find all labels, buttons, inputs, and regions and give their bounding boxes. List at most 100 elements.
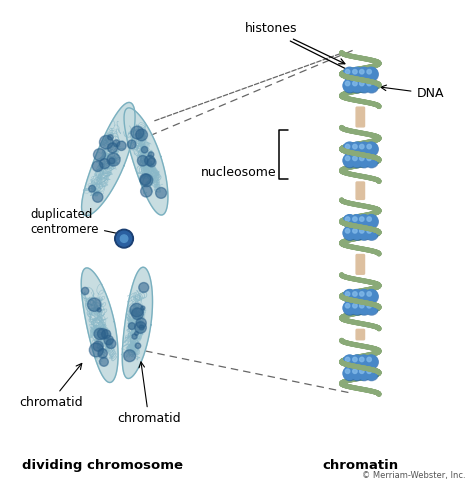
Circle shape — [135, 331, 138, 335]
Circle shape — [367, 229, 372, 233]
Circle shape — [350, 290, 363, 302]
Circle shape — [353, 357, 357, 362]
Circle shape — [357, 154, 370, 167]
Circle shape — [120, 235, 128, 243]
Circle shape — [367, 357, 372, 362]
Circle shape — [360, 217, 364, 221]
Circle shape — [343, 290, 356, 302]
FancyBboxPatch shape — [356, 107, 365, 127]
Circle shape — [350, 301, 363, 314]
Text: duplicated
centromere: duplicated centromere — [30, 208, 127, 237]
Circle shape — [357, 356, 371, 369]
Circle shape — [360, 229, 364, 233]
Circle shape — [94, 328, 105, 340]
Circle shape — [357, 290, 371, 304]
Circle shape — [365, 79, 377, 92]
Circle shape — [141, 146, 148, 153]
Circle shape — [82, 287, 89, 295]
FancyBboxPatch shape — [356, 254, 365, 274]
Circle shape — [141, 306, 145, 310]
Circle shape — [357, 367, 371, 380]
Circle shape — [88, 298, 101, 311]
Circle shape — [365, 301, 377, 314]
Circle shape — [343, 367, 356, 379]
Circle shape — [343, 154, 356, 167]
Circle shape — [351, 227, 364, 240]
Circle shape — [130, 304, 144, 317]
Circle shape — [109, 158, 115, 164]
Circle shape — [357, 79, 371, 93]
Circle shape — [100, 135, 113, 149]
Circle shape — [353, 156, 357, 161]
Circle shape — [343, 367, 357, 380]
Circle shape — [350, 215, 363, 228]
Circle shape — [107, 153, 120, 166]
Text: dividing chromosome: dividing chromosome — [22, 459, 183, 472]
Circle shape — [346, 304, 350, 308]
Circle shape — [128, 322, 135, 329]
Circle shape — [365, 67, 377, 80]
Circle shape — [351, 290, 364, 304]
Circle shape — [365, 215, 377, 228]
Circle shape — [365, 154, 377, 167]
Circle shape — [353, 304, 357, 308]
Circle shape — [351, 67, 364, 81]
Circle shape — [346, 369, 350, 373]
Circle shape — [148, 152, 154, 157]
Circle shape — [351, 142, 364, 156]
Circle shape — [365, 154, 378, 168]
Circle shape — [351, 356, 364, 369]
Circle shape — [139, 283, 149, 293]
Circle shape — [357, 67, 371, 81]
Circle shape — [360, 292, 364, 296]
Circle shape — [155, 187, 166, 198]
Circle shape — [115, 229, 133, 248]
Circle shape — [350, 227, 363, 239]
Circle shape — [113, 140, 120, 146]
Circle shape — [365, 356, 378, 369]
Circle shape — [346, 69, 350, 74]
Circle shape — [367, 304, 372, 308]
Circle shape — [357, 227, 370, 239]
Circle shape — [350, 67, 363, 80]
Circle shape — [343, 355, 356, 368]
Circle shape — [351, 215, 364, 229]
Circle shape — [357, 367, 370, 379]
Circle shape — [346, 144, 350, 149]
Circle shape — [353, 144, 357, 149]
Circle shape — [365, 215, 378, 229]
Circle shape — [343, 142, 357, 156]
Circle shape — [357, 355, 370, 368]
Circle shape — [367, 81, 372, 86]
Circle shape — [360, 156, 364, 161]
Circle shape — [365, 367, 378, 380]
Circle shape — [106, 339, 116, 349]
Circle shape — [343, 79, 357, 93]
Circle shape — [357, 227, 371, 240]
Circle shape — [343, 356, 357, 369]
Circle shape — [367, 144, 372, 149]
Circle shape — [367, 156, 372, 161]
Circle shape — [343, 154, 357, 168]
Text: © Merriam-Webster, Inc.: © Merriam-Webster, Inc. — [362, 471, 465, 480]
Circle shape — [131, 126, 144, 139]
FancyBboxPatch shape — [356, 182, 365, 199]
Circle shape — [357, 302, 371, 315]
Polygon shape — [124, 108, 168, 215]
Circle shape — [365, 227, 378, 240]
Circle shape — [350, 142, 363, 155]
Polygon shape — [81, 268, 118, 382]
Polygon shape — [122, 267, 153, 378]
Circle shape — [93, 149, 106, 161]
Circle shape — [351, 302, 364, 315]
Circle shape — [353, 369, 357, 373]
Circle shape — [353, 217, 357, 221]
Circle shape — [367, 217, 372, 221]
Circle shape — [351, 154, 364, 168]
Circle shape — [350, 79, 363, 92]
FancyBboxPatch shape — [356, 329, 365, 340]
Circle shape — [357, 215, 371, 229]
Circle shape — [132, 308, 143, 319]
Circle shape — [147, 158, 156, 167]
Circle shape — [357, 142, 371, 156]
